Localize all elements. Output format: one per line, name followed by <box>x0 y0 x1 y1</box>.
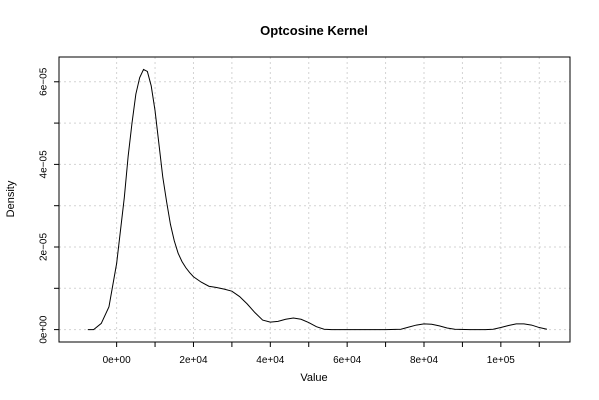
density-curve <box>87 68 548 331</box>
x-tick-label: 2e+04 <box>179 355 208 366</box>
y-tick-label: 2e−05 <box>39 233 50 262</box>
x-tick-label: 8e+04 <box>410 355 439 366</box>
y-tick-label: 4e−05 <box>39 150 50 179</box>
chart-title: Optcosine Kernel <box>260 23 368 38</box>
x-tick-label: 0e+00 <box>103 355 132 366</box>
x-tick-label: 4e+04 <box>256 355 285 366</box>
y-axis: 0e+00 2e−05 4e−05 6e−05 <box>39 67 59 344</box>
grid-lines <box>59 57 570 342</box>
x-tick-label: 1e+05 <box>487 355 516 366</box>
y-axis-label: Density <box>5 180 17 217</box>
x-axis: 0e+00 2e+04 4e+04 6e+04 8e+04 1e+05 <box>103 342 540 366</box>
y-tick-label: 0e+00 <box>39 315 50 344</box>
x-tick-label: 6e+04 <box>333 355 362 366</box>
y-tick-label: 6e−05 <box>39 67 50 96</box>
x-axis-label: Value <box>300 372 327 384</box>
plot-frame <box>58 56 571 343</box>
